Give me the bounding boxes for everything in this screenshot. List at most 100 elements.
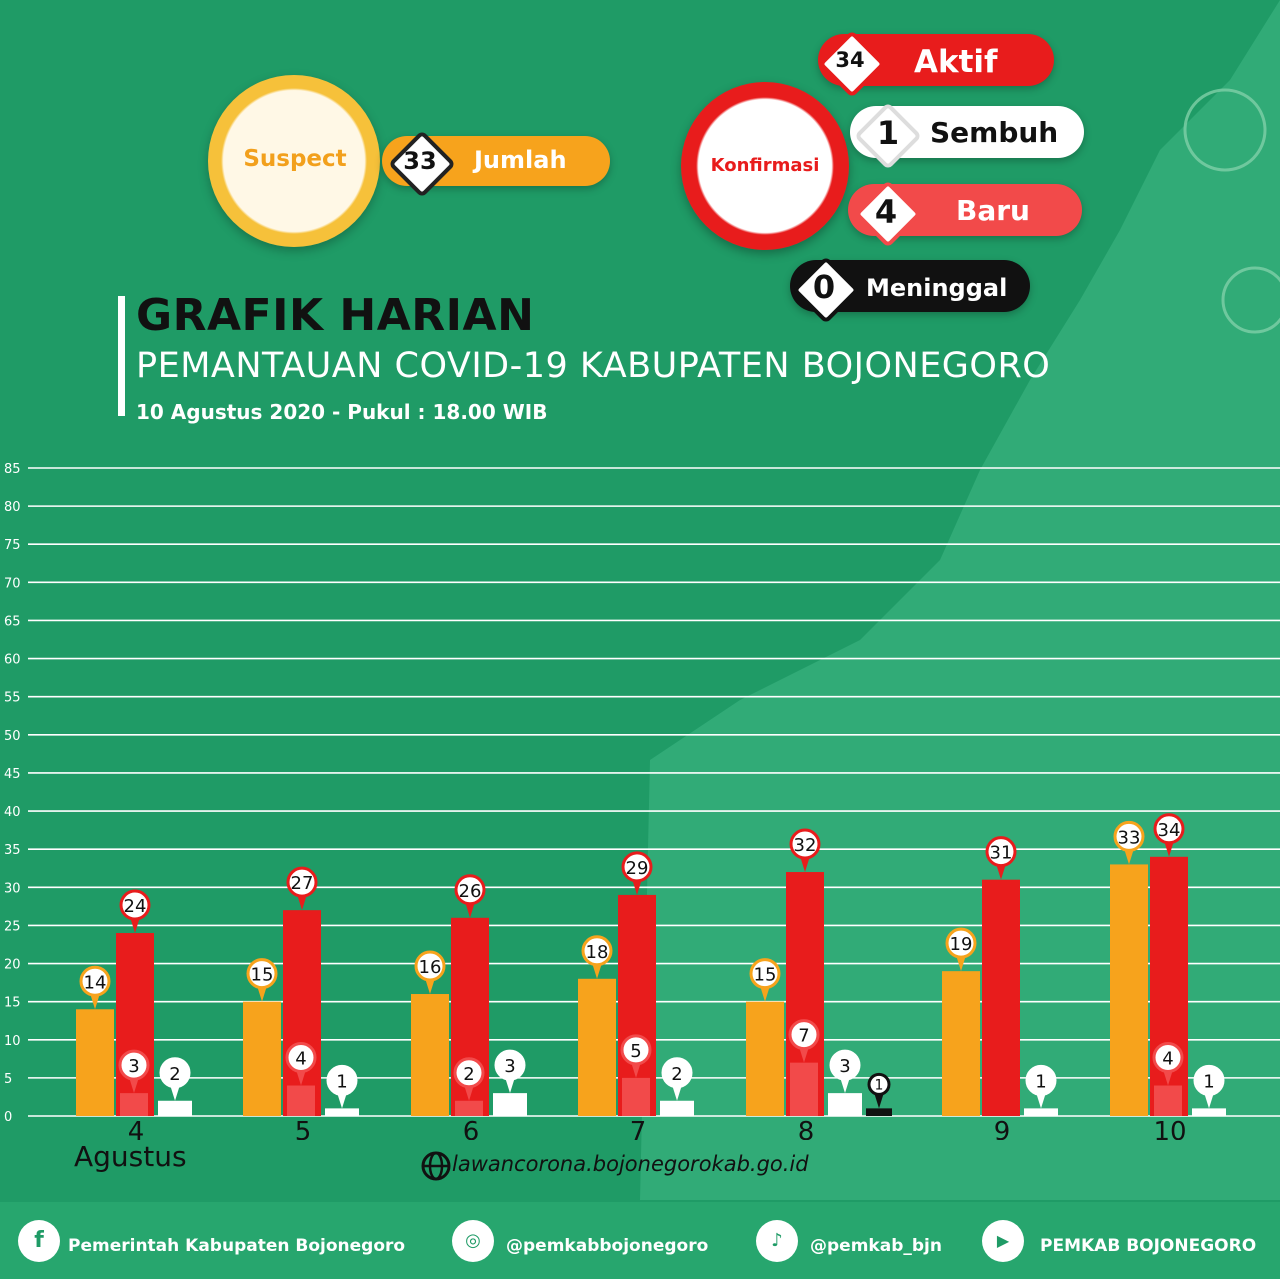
baru-value: 4 bbox=[874, 193, 898, 231]
data-label-pointer bbox=[996, 863, 1006, 880]
data-label-pointer bbox=[760, 985, 770, 1002]
facebook-handle[interactable]: Pemerintah Kabupaten Bojonegoro bbox=[68, 1236, 406, 1256]
footer-bar bbox=[0, 1202, 1280, 1279]
suspect-value: 33 bbox=[403, 147, 437, 175]
data-label: 16 bbox=[419, 957, 442, 978]
bar-meninggal bbox=[866, 1108, 892, 1116]
data-label: 15 bbox=[251, 965, 274, 986]
bar-aktif bbox=[982, 879, 1020, 1116]
y-tick-label: 80 bbox=[4, 500, 21, 515]
data-label: 26 bbox=[459, 881, 482, 902]
data-label: 2 bbox=[671, 1064, 682, 1085]
y-tick-label: 55 bbox=[4, 691, 21, 706]
data-label-bubble bbox=[789, 828, 821, 860]
data-label-pointer bbox=[874, 1092, 884, 1109]
data-label-bubble bbox=[985, 836, 1017, 868]
y-tick-label: 20 bbox=[4, 958, 21, 973]
twitter-handle[interactable]: @pemkab_bjn bbox=[810, 1236, 942, 1256]
data-label: 19 bbox=[950, 934, 973, 955]
data-label-bubble bbox=[1113, 820, 1145, 852]
data-label-bubble bbox=[246, 958, 278, 990]
bar-suspect bbox=[411, 994, 449, 1116]
y-tick-label: 25 bbox=[4, 919, 21, 934]
bar-suspect bbox=[76, 1009, 114, 1116]
facebook-icon[interactable]: f bbox=[18, 1220, 60, 1262]
youtube-handle[interactable]: PEMKAB BOJONEGORO bbox=[1040, 1236, 1257, 1256]
data-label-pointer bbox=[840, 1077, 850, 1094]
youtube-icon[interactable]: ▶ bbox=[982, 1220, 1024, 1262]
data-label-bubble bbox=[788, 1019, 820, 1051]
data-label: 15 bbox=[754, 965, 777, 986]
data-label: 3 bbox=[839, 1056, 850, 1077]
data-label-bubble bbox=[620, 1034, 652, 1066]
data-label-bubble bbox=[661, 1057, 693, 1089]
x-tick-label: 4 bbox=[128, 1117, 145, 1140]
data-label-bubble bbox=[581, 935, 613, 967]
data-label-bubble bbox=[1025, 1064, 1057, 1096]
data-label: 3 bbox=[504, 1056, 515, 1077]
data-label-pointer bbox=[800, 856, 810, 873]
sembuh-value: 1 bbox=[876, 114, 900, 152]
data-label: 3 bbox=[128, 1056, 139, 1077]
y-tick-label: 70 bbox=[4, 576, 21, 591]
bar-suspect bbox=[746, 1001, 784, 1116]
sembuh-label: Sembuh bbox=[930, 116, 1059, 149]
bar-suspect bbox=[942, 971, 980, 1116]
x-tick-label: 8 bbox=[798, 1117, 815, 1140]
y-tick-label: 5 bbox=[4, 1072, 12, 1087]
konfirmasi-label: Konfirmasi bbox=[710, 155, 820, 176]
instagram-icon[interactable]: ◎ bbox=[452, 1220, 494, 1262]
y-tick-label: 45 bbox=[4, 767, 21, 782]
konfirmasi-circle bbox=[681, 82, 849, 250]
data-label-bubble bbox=[79, 965, 111, 997]
data-label: 1 bbox=[1035, 1071, 1046, 1092]
data-label-bubble bbox=[1193, 1064, 1225, 1096]
data-label: 1 bbox=[336, 1071, 347, 1092]
data-label-pointer bbox=[632, 878, 642, 895]
y-tick-label: 10 bbox=[4, 1034, 21, 1049]
data-label: 18 bbox=[586, 942, 609, 963]
data-label-pointer bbox=[672, 1084, 682, 1101]
bar-baru bbox=[120, 1093, 148, 1116]
website-url[interactable]: lawancorona.bojonegorokab.go.id bbox=[452, 1152, 809, 1176]
data-label: 4 bbox=[295, 1049, 306, 1070]
data-label-bubble bbox=[945, 927, 977, 959]
y-tick-label: 35 bbox=[4, 843, 21, 858]
data-label: 2 bbox=[169, 1064, 180, 1085]
data-label-bubble bbox=[414, 950, 446, 982]
y-tick-label: 15 bbox=[4, 996, 21, 1011]
chart-title: GRAFIK HARIAN bbox=[136, 290, 535, 341]
data-label-bubble bbox=[749, 958, 781, 990]
data-label: 1 bbox=[875, 1077, 884, 1093]
bar-sembuh bbox=[158, 1100, 192, 1116]
data-label-bubble bbox=[285, 1042, 317, 1074]
bar-suspect bbox=[1110, 864, 1148, 1116]
x-tick-label: 5 bbox=[295, 1117, 312, 1140]
y-tick-label: 50 bbox=[4, 729, 21, 744]
data-label: 7 bbox=[798, 1026, 809, 1047]
suspect-label: Suspect bbox=[243, 146, 347, 172]
data-label-bubble bbox=[1152, 1042, 1184, 1074]
data-label: 32 bbox=[794, 835, 817, 856]
data-label-pointer bbox=[464, 1084, 474, 1101]
data-label-bubble bbox=[453, 1057, 485, 1089]
y-tick-label: 65 bbox=[4, 614, 21, 629]
y-tick-label: 75 bbox=[4, 538, 21, 553]
chart-date: 10 Agustus 2020 - Pukul : 18.00 WIB bbox=[136, 400, 548, 424]
data-label: 34 bbox=[1158, 820, 1181, 841]
data-label-pointer bbox=[130, 917, 140, 934]
data-label-pointer bbox=[337, 1092, 347, 1109]
twitter-icon[interactable]: ♪ bbox=[756, 1220, 798, 1262]
bar-aktif bbox=[283, 910, 321, 1116]
data-label-bubble bbox=[829, 1049, 861, 1081]
data-label-pointer bbox=[1164, 840, 1174, 857]
bar-sembuh bbox=[828, 1093, 862, 1116]
data-label-pointer bbox=[257, 985, 267, 1002]
chart-subtitle: PEMANTAUAN COVID-19 KABUPATEN BOJONEGORO bbox=[136, 346, 1051, 386]
x-tick-label: 10 bbox=[1153, 1117, 1186, 1140]
data-label-pointer bbox=[1163, 1069, 1173, 1086]
data-label-pointer bbox=[90, 993, 100, 1010]
data-label: 27 bbox=[291, 873, 314, 894]
instagram-handle[interactable]: @pemkabbojonegoro bbox=[506, 1236, 709, 1256]
data-label: 29 bbox=[626, 858, 649, 879]
